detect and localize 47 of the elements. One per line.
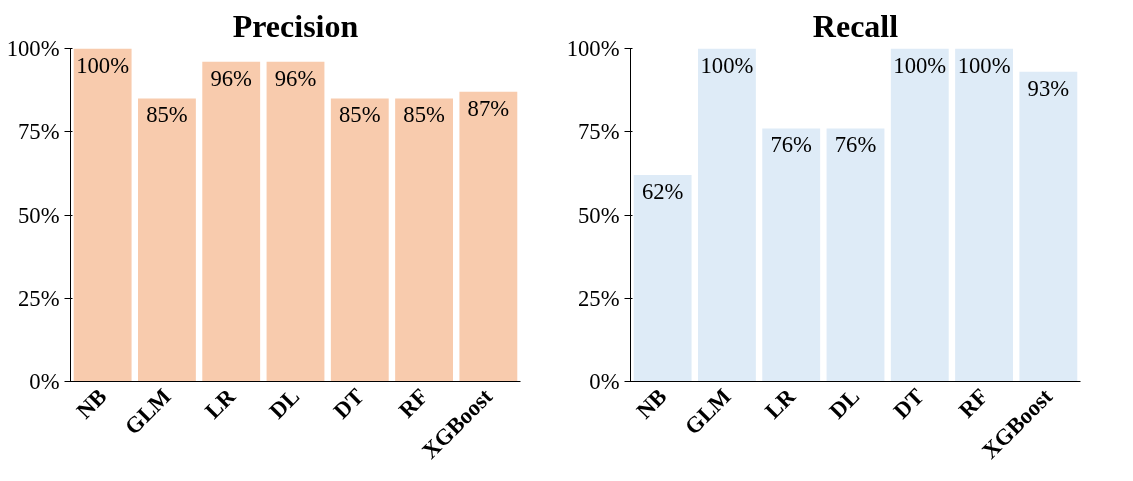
data-label: 100% — [700, 52, 754, 78]
x-tick-label: NB — [71, 383, 112, 424]
y-tick-label: 100% — [566, 36, 620, 61]
y-tick-label: 100% — [6, 36, 60, 61]
y-tick-label: 25% — [577, 285, 620, 311]
bar — [138, 98, 196, 382]
y-tick-label: 50% — [17, 202, 60, 228]
x-tick-label: DL — [824, 383, 865, 424]
bar — [633, 175, 692, 382]
bar — [395, 98, 453, 382]
x-tick-label: NB — [631, 383, 672, 424]
chart-title: Precision — [232, 7, 359, 44]
data-label: 76% — [834, 132, 877, 158]
x-tick-label: DT — [328, 383, 369, 424]
bar — [202, 61, 261, 382]
bar — [955, 48, 1013, 382]
data-label: 96% — [210, 65, 253, 91]
bar — [459, 91, 518, 382]
data-label: 76% — [770, 132, 813, 158]
y-tick-label: 75% — [577, 119, 620, 145]
data-label: 87% — [467, 95, 510, 121]
data-label: 100% — [957, 52, 1011, 78]
bar — [826, 128, 885, 382]
y-tick-label: 0% — [29, 369, 60, 394]
x-tick-label: LR — [760, 383, 801, 424]
bar — [330, 98, 389, 382]
y-tick-label: 25% — [17, 285, 60, 311]
bar — [1019, 71, 1078, 382]
bar — [890, 48, 949, 382]
data-label: 100% — [893, 52, 947, 78]
bar — [266, 61, 325, 382]
data-label: 85% — [339, 102, 381, 128]
bar — [698, 48, 756, 382]
x-tick-label: LR — [200, 383, 241, 424]
data-label: 100% — [76, 52, 130, 78]
data-label: 93% — [1027, 75, 1070, 101]
x-tick-label: DT — [888, 383, 929, 424]
x-tick-label: DL — [264, 383, 305, 424]
data-label: 85% — [146, 102, 188, 128]
bar — [762, 128, 821, 382]
y-tick-label: 50% — [577, 202, 620, 228]
data-label: 96% — [274, 65, 317, 91]
data-label: 85% — [403, 102, 445, 128]
data-label: 62% — [641, 179, 684, 205]
y-tick-label: 75% — [17, 119, 60, 145]
chart-title: Recall — [812, 7, 899, 44]
y-tick-label: 0% — [589, 369, 620, 394]
